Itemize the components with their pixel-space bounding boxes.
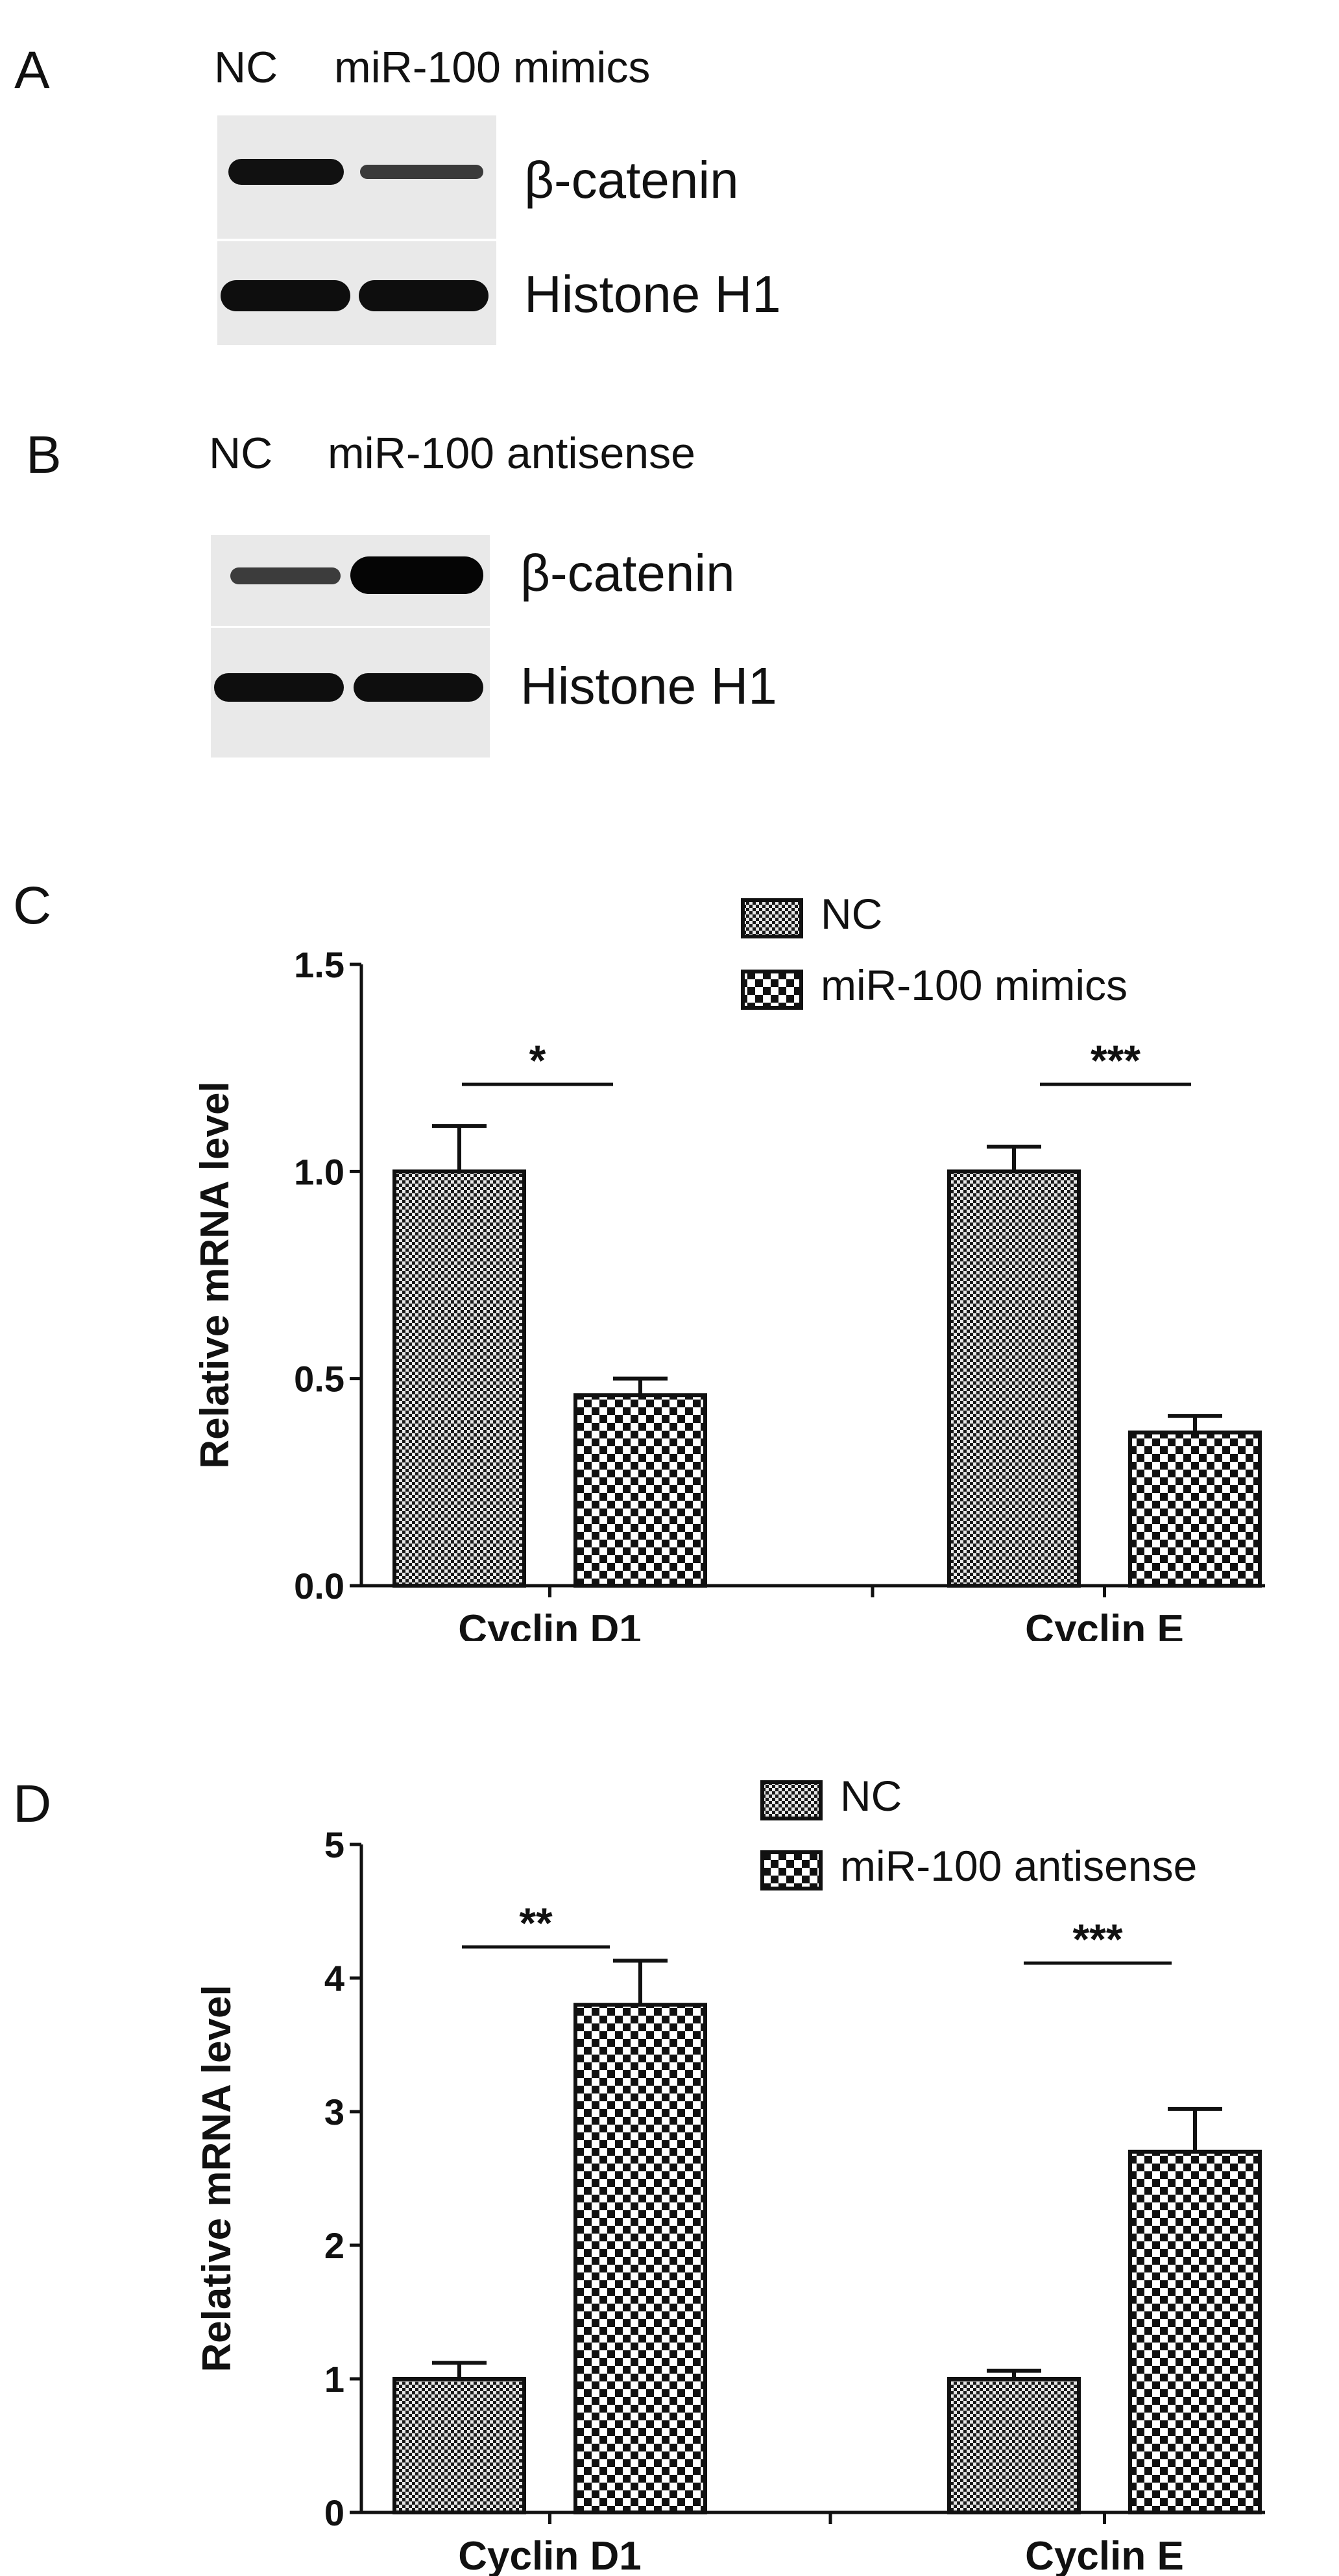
y-tick-label: 1 xyxy=(324,2359,344,2400)
y-tick-label: 4 xyxy=(324,1958,344,1999)
blot-label-histone-h1: Histone H1 xyxy=(520,657,777,715)
significance-label: ** xyxy=(519,1899,553,1947)
panel-d-letter: D xyxy=(13,1774,52,1833)
x-tick-label: Cyclin E xyxy=(1025,1607,1184,1641)
y-tick-label: 1.5 xyxy=(294,944,344,985)
bar xyxy=(573,2003,707,2514)
bar xyxy=(392,2377,526,2514)
legend-swatch xyxy=(760,1850,823,1890)
bar xyxy=(1128,1430,1262,1588)
legend-swatch xyxy=(741,970,803,1010)
y-axis-title: Relative mRNA level xyxy=(195,1985,239,2372)
y-axis-title: Relative mRNA level xyxy=(193,1081,237,1468)
blot-band xyxy=(221,280,350,311)
x-tick-label: Cyclin D1 xyxy=(458,2534,642,2576)
bar xyxy=(1128,2149,1262,2514)
bar xyxy=(573,1393,707,1588)
legend-swatch xyxy=(741,898,803,938)
legend-swatch xyxy=(760,1780,823,1820)
bar xyxy=(392,1169,526,1588)
lane-header-antisense: miR-100 antisense xyxy=(328,429,695,478)
blot-band xyxy=(214,673,344,702)
lane-header-nc: NC xyxy=(209,429,273,478)
blot-band xyxy=(354,673,483,702)
y-tick-label: 2 xyxy=(324,2225,344,2266)
legend-label: NC xyxy=(821,890,882,938)
blot-band xyxy=(360,165,483,179)
panel-b-letter: B xyxy=(26,425,62,484)
lane-header-nc: NC xyxy=(214,43,278,92)
blot-band xyxy=(350,556,483,594)
y-tick-label: 0.5 xyxy=(294,1359,344,1400)
significance-label: * xyxy=(529,1036,546,1084)
chart-d: 0 1 2 3 4 5 Relative mRNA level Cyclin D1 ** Cycl… xyxy=(195,1772,1265,2576)
x-tick-label: Cyclin E xyxy=(1025,2534,1184,2576)
bar xyxy=(947,1169,1081,1588)
y-tick-label: 3 xyxy=(324,2092,344,2132)
y-tick-label: 1.0 xyxy=(294,1151,344,1192)
significance-label: *** xyxy=(1072,1915,1122,1963)
x-tick-label: Cyclin D1 xyxy=(458,1607,642,1641)
blot-band xyxy=(228,159,344,185)
blot-label-beta-catenin: β-catenin xyxy=(524,151,739,209)
bar xyxy=(947,2377,1081,2514)
lane-header-mimics: miR-100 mimics xyxy=(334,43,651,92)
panel-a-letter: A xyxy=(14,41,50,100)
chart-c: 0.0 0.5 1.0 1.5 Relative mRNA level Cyclin D1… xyxy=(193,890,1265,1641)
y-tick-label: 5 xyxy=(324,1824,344,1865)
blot-label-beta-catenin: β-catenin xyxy=(520,544,735,602)
y-tick-label: 0.0 xyxy=(294,1566,344,1606)
legend-label: miR-100 mimics xyxy=(821,961,1128,1009)
legend-label: NC xyxy=(840,1772,902,1820)
significance-label: *** xyxy=(1091,1036,1140,1084)
panel-c-letter: C xyxy=(13,876,52,935)
blot-band xyxy=(230,567,341,584)
legend-label: miR-100 antisense xyxy=(840,1842,1197,1890)
blot-label-histone-h1: Histone H1 xyxy=(524,265,781,323)
y-tick-label: 0 xyxy=(324,2492,344,2533)
blot-band xyxy=(359,280,489,311)
